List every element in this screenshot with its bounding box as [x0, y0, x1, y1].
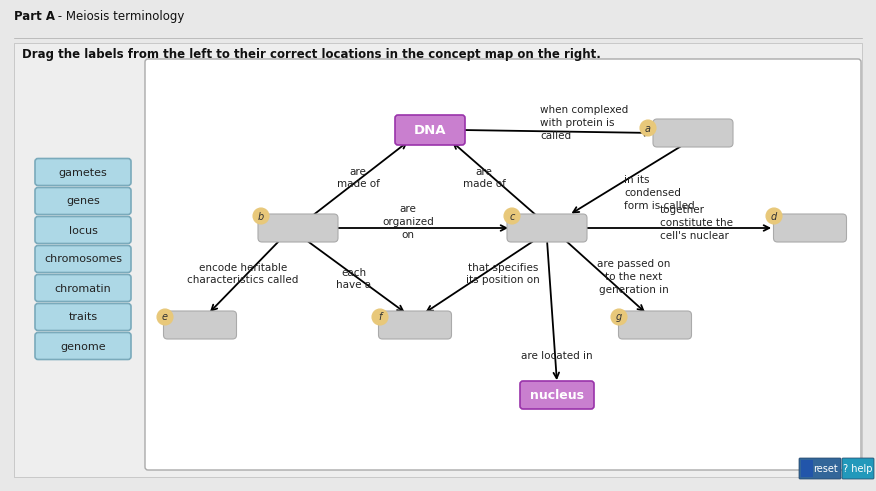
Text: are
organized
on: are organized on: [382, 204, 434, 240]
Circle shape: [253, 208, 269, 224]
Text: Part A: Part A: [14, 10, 55, 23]
FancyBboxPatch shape: [14, 43, 862, 477]
Text: d: d: [771, 212, 777, 221]
Text: chromosomes: chromosomes: [44, 254, 122, 265]
FancyBboxPatch shape: [378, 311, 451, 339]
Text: c: c: [509, 212, 515, 221]
FancyBboxPatch shape: [520, 381, 594, 409]
Text: chromatin: chromatin: [54, 283, 111, 294]
FancyBboxPatch shape: [507, 214, 587, 242]
FancyBboxPatch shape: [35, 303, 131, 330]
FancyBboxPatch shape: [164, 311, 237, 339]
Text: that specifies
its position on: that specifies its position on: [466, 263, 540, 285]
Text: are
made of: are made of: [336, 166, 379, 190]
Text: together
constitute the
cell's nuclear: together constitute the cell's nuclear: [660, 205, 733, 241]
Circle shape: [766, 208, 782, 224]
FancyBboxPatch shape: [35, 274, 131, 301]
FancyBboxPatch shape: [653, 119, 733, 147]
Text: a: a: [645, 124, 651, 134]
Circle shape: [504, 208, 520, 224]
Text: are passed on
to the next
generation in: are passed on to the next generation in: [597, 259, 671, 295]
Circle shape: [611, 309, 627, 325]
FancyBboxPatch shape: [35, 159, 131, 186]
Text: in its
condensed
form is called: in its condensed form is called: [624, 175, 695, 211]
Text: are
made of: are made of: [463, 166, 505, 190]
FancyBboxPatch shape: [842, 458, 874, 479]
Text: - Meiosis terminology: - Meiosis terminology: [54, 10, 184, 23]
FancyBboxPatch shape: [35, 188, 131, 215]
Text: gametes: gametes: [59, 167, 108, 178]
Text: locus: locus: [68, 225, 97, 236]
FancyBboxPatch shape: [799, 458, 841, 479]
Text: reset: reset: [814, 464, 838, 473]
Text: genome: genome: [60, 342, 106, 352]
Circle shape: [157, 309, 173, 325]
Text: e: e: [162, 312, 168, 323]
FancyBboxPatch shape: [801, 460, 813, 477]
Text: are located in: are located in: [521, 351, 593, 361]
FancyBboxPatch shape: [774, 214, 846, 242]
FancyBboxPatch shape: [395, 115, 465, 145]
Text: g: g: [616, 312, 622, 323]
Text: b: b: [258, 212, 265, 221]
Text: DNA: DNA: [413, 124, 446, 137]
Circle shape: [372, 309, 388, 325]
Text: ? help: ? help: [844, 464, 872, 473]
Text: when complexed
with protein is
called: when complexed with protein is called: [540, 105, 628, 141]
Text: Drag the labels from the left to their correct locations in the concept map on t: Drag the labels from the left to their c…: [22, 48, 601, 61]
Text: traits: traits: [68, 312, 97, 323]
FancyBboxPatch shape: [258, 214, 338, 242]
FancyBboxPatch shape: [618, 311, 691, 339]
FancyBboxPatch shape: [35, 332, 131, 359]
Text: encode heritable
characteristics called: encode heritable characteristics called: [187, 263, 299, 285]
Text: nucleus: nucleus: [530, 389, 584, 402]
Text: genes: genes: [66, 196, 100, 207]
FancyBboxPatch shape: [35, 246, 131, 273]
Text: each
have a: each have a: [336, 268, 371, 290]
FancyBboxPatch shape: [35, 217, 131, 244]
Text: f: f: [378, 312, 382, 323]
Circle shape: [640, 120, 656, 136]
FancyBboxPatch shape: [145, 59, 861, 470]
